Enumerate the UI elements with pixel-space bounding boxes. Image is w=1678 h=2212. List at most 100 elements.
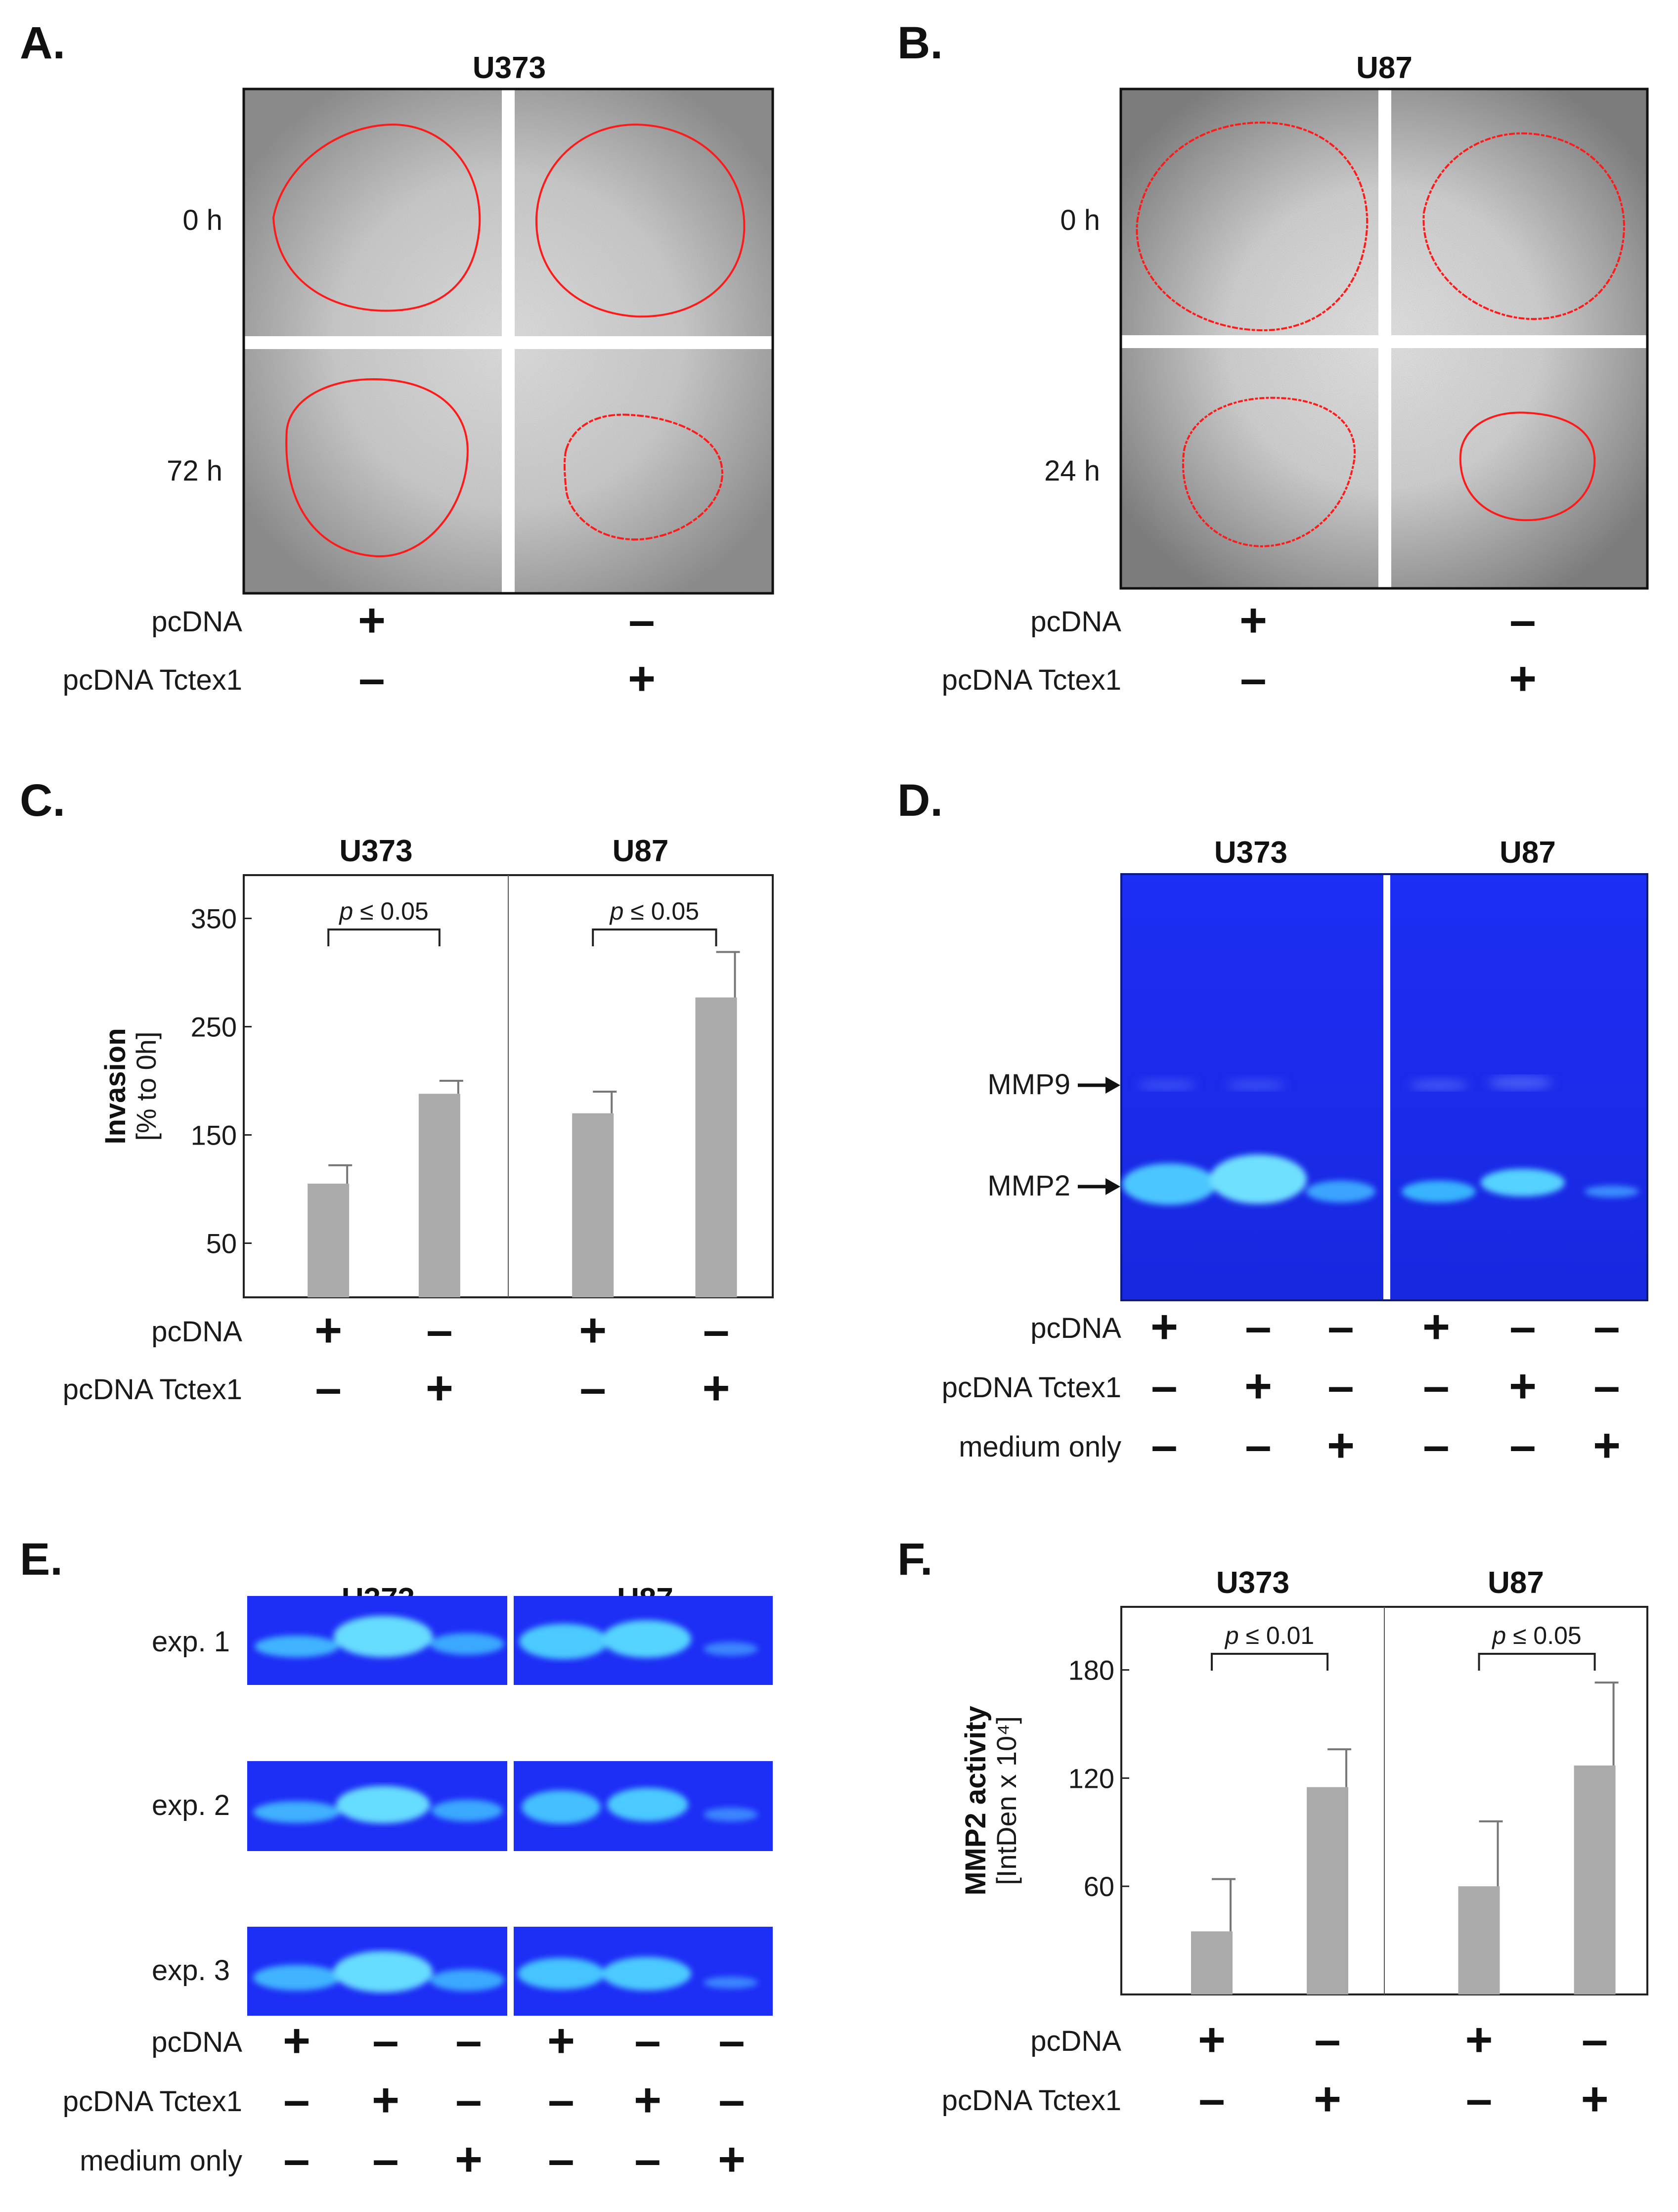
condition-sign: –	[1593, 1360, 1620, 1413]
band-arrow-mmp2	[1078, 1178, 1120, 1195]
p-value-symbol: p	[609, 897, 624, 925]
panel-e-signs: + – – + – – – + – – + – – – + – – +	[283, 2014, 746, 2186]
mmp2-band	[602, 1957, 691, 1991]
mmp2-band	[336, 1786, 430, 1823]
condition-sign: –	[1151, 1360, 1177, 1413]
wound-outline-b-tr	[1422, 132, 1626, 320]
condition-sign: +	[372, 2074, 399, 2126]
mmp2-band	[432, 1800, 503, 1821]
y-tick-label: 60	[1084, 1871, 1114, 1902]
panel-a-sign: +	[358, 594, 386, 647]
panel-e-pcdna-label: pcDNA	[151, 2026, 242, 2058]
condition-sign: +	[718, 2133, 746, 2186]
condition-sign: –	[1245, 1300, 1271, 1353]
condition-sign: –	[1423, 1360, 1449, 1413]
panel-d-cell-u373: U373	[1214, 836, 1287, 870]
wound-outline-a-tl	[272, 123, 481, 312]
p-value-label: p ≤ 0.05	[338, 897, 428, 925]
y-tick-label: 350	[191, 903, 237, 934]
panel-b-title: U87	[1356, 51, 1413, 85]
condition-sign: –	[1151, 1419, 1177, 1472]
p-value-text: ≤ 0.05	[623, 897, 699, 925]
panel-b-sign: +	[1239, 594, 1267, 647]
panel-e-medium-label: medium only	[80, 2145, 242, 2177]
condition-sign: –	[315, 1362, 342, 1415]
group-title: U373	[1216, 1566, 1289, 1600]
p-value-text: ≤ 0.01	[1239, 1622, 1315, 1649]
bar	[1307, 1787, 1349, 1994]
bar	[1574, 1765, 1616, 1994]
zymogram-gel-d	[1120, 873, 1648, 1301]
p-value-text: ≤ 0.05	[1506, 1622, 1582, 1649]
p-value-symbol: p	[338, 897, 353, 925]
panel-label-b: B.	[897, 18, 943, 68]
mmp2-band	[602, 1620, 691, 1658]
condition-sign: –	[1327, 1300, 1354, 1353]
condition-sign: +	[547, 2014, 575, 2067]
condition-sign: –	[1509, 1419, 1536, 1472]
condition-sign: –	[283, 2133, 309, 2186]
gel-divider	[507, 1927, 514, 2016]
mmp2-band	[334, 1616, 433, 1657]
panel-d-pcdna-label: pcDNA	[1030, 1312, 1121, 1344]
condition-sign: +	[1244, 1360, 1272, 1413]
gel-divider	[507, 1761, 514, 1851]
panel-a-pcdna-label: pcDNA	[151, 606, 242, 638]
band-label-mmp2: MMP2	[987, 1170, 1070, 1202]
y-tick-label: 50	[206, 1228, 237, 1259]
panel-a-title: U373	[473, 51, 546, 85]
condition-sign: +	[283, 2014, 310, 2067]
p-value-label: p ≤ 0.05	[1491, 1622, 1581, 1649]
mmp2-band	[704, 1808, 758, 1821]
bar	[695, 997, 737, 1297]
mmp2-band	[430, 1633, 504, 1655]
condition-sign: –	[372, 2133, 398, 2186]
condition-sign: +	[1422, 1300, 1450, 1353]
p-value-symbol: p	[1491, 1622, 1506, 1649]
condition-sign: –	[1593, 1300, 1620, 1353]
condition-sign: –	[1327, 1360, 1354, 1413]
condition-sign: –	[718, 2014, 745, 2067]
panel-e-tctex1-label: pcDNA Tctex1	[63, 2085, 242, 2118]
panel-b-sign: –	[1240, 652, 1266, 705]
chart-f: U373 U87 60 120 180 MMP2 activity[IntDen x 10…	[960, 1566, 1648, 2125]
gel-bands	[253, 1951, 758, 1992]
panel-b-micrographs	[1119, 88, 1649, 590]
mmp2-band	[334, 1951, 433, 1992]
condition-sign: +	[1581, 2073, 1609, 2125]
panel-d-tctex1-label: pcDNA Tctex1	[942, 1371, 1121, 1404]
p-value-symbol: p	[1224, 1622, 1239, 1649]
mmp2-band	[519, 1624, 608, 1659]
wound-outline-b-bl	[1182, 397, 1356, 548]
panel-b-row-label-24h: 24 h	[1044, 455, 1100, 487]
significance-bracket	[592, 929, 717, 946]
mmp2-band	[430, 1969, 504, 1991]
panel-a-micrographs	[242, 88, 774, 595]
gel-bands	[255, 1616, 758, 1659]
group-title: U373	[339, 834, 412, 868]
panel-e-exp3-label: exp. 3	[152, 1954, 230, 1987]
condition-sign: +	[1593, 1419, 1621, 1472]
panel-b-pcdna-label: pcDNA	[1030, 606, 1121, 638]
panel-b-sign: –	[1509, 594, 1536, 647]
zymogram-gels-e	[247, 1596, 773, 2016]
panel-a-tctex1-label: pcDNA Tctex1	[63, 664, 242, 696]
y-tick-label: 120	[1068, 1763, 1114, 1794]
panel-label-e: E.	[20, 1534, 63, 1585]
significance-bracket	[1478, 1653, 1596, 1671]
condition-sign: –	[548, 2133, 574, 2186]
wound-outline-a-bl	[285, 378, 469, 558]
bar	[572, 1113, 614, 1297]
condition-sign: –	[1582, 2013, 1608, 2066]
y-tick-label: 250	[191, 1012, 237, 1043]
condition-sign: –	[372, 2014, 398, 2067]
y-axis-label-unit: [% to 0h]	[131, 1031, 162, 1141]
condition-sign: +	[1509, 1360, 1537, 1413]
condition-sign: –	[426, 1304, 452, 1357]
panel-label-d: D.	[897, 775, 943, 826]
group-title: U87	[1488, 1566, 1544, 1600]
panel-a-row-label-72h: 72 h	[167, 455, 222, 487]
y-axis-label-bold: Invasion	[99, 1028, 132, 1144]
mmp2-band	[518, 1958, 605, 1990]
